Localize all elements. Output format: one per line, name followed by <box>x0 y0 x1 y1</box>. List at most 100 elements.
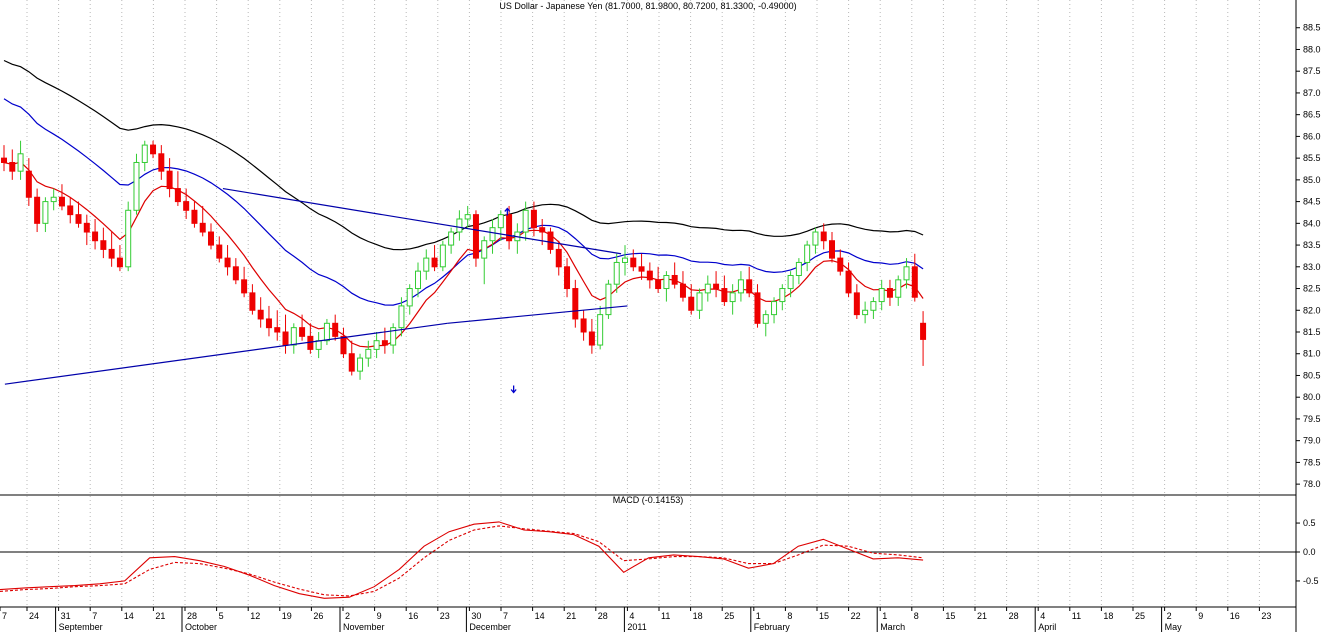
x-day-label: 23 <box>1261 611 1271 621</box>
candle-body <box>878 288 885 303</box>
x-axis: 7 24 31 7 14 21 28 5 12 19 26 2 9 16 23 30 7 14 21 28 4 11 18 2… <box>0 607 1271 632</box>
candle-body <box>50 196 57 203</box>
candle-body <box>249 292 256 311</box>
candle-body <box>199 222 206 233</box>
x-day-label: 1 <box>756 611 761 621</box>
candle-body <box>696 292 703 311</box>
candle-body <box>911 266 918 298</box>
candle-body <box>75 214 82 224</box>
x-day-label: 23 <box>440 611 450 621</box>
candle-body <box>597 314 604 346</box>
candle-body <box>713 283 720 290</box>
candle-body <box>241 279 248 294</box>
candle-body <box>373 340 380 350</box>
y-tick-label: 81.5 <box>1303 327 1321 337</box>
x-day-label: 26 <box>313 611 323 621</box>
candle-body <box>746 279 753 294</box>
candle-body <box>406 288 413 307</box>
candle-body <box>365 348 372 359</box>
x-day-label: 15 <box>819 611 829 621</box>
y-tick-label: 84.0 <box>1303 218 1321 228</box>
macd-y-tick-label: -0.5 <box>1303 576 1319 586</box>
candle-body <box>100 240 107 250</box>
candle-body <box>845 270 852 294</box>
candle-body <box>116 257 123 268</box>
x-day-label: 2 <box>1167 611 1172 621</box>
candle-body <box>34 196 41 224</box>
x-day-label: 8 <box>914 611 919 621</box>
x-day-label: 1 <box>882 611 887 621</box>
macd-signal-line <box>0 525 924 597</box>
candle-body <box>290 327 297 346</box>
candle-body <box>42 201 49 224</box>
macd-panel: -0.5 0.0 0.5 <box>0 518 1319 599</box>
candle-body <box>580 318 587 333</box>
candle-body <box>25 170 32 198</box>
x-day-label: 21 <box>566 611 576 621</box>
x-day-label: 22 <box>851 611 861 621</box>
x-day-label: 19 <box>282 611 292 621</box>
candle-body <box>274 327 281 333</box>
candle-body <box>191 209 198 224</box>
y-tick-label: 82.0 <box>1303 305 1321 315</box>
candle-body <box>903 266 910 281</box>
x-month-label: April <box>1038 622 1056 632</box>
candle-body <box>895 279 902 298</box>
candle-body <box>829 240 835 259</box>
x-day-label: 7 <box>503 611 508 621</box>
x-day-label: 30 <box>471 611 481 621</box>
y-tick-label: 87.0 <box>1303 88 1321 98</box>
candle-body <box>820 231 827 242</box>
candle-body <box>721 288 728 303</box>
x-day-label: 31 <box>61 611 71 621</box>
candle-body <box>837 257 844 272</box>
candle-body <box>141 144 148 163</box>
candle-body <box>795 261 802 276</box>
candle-body <box>920 322 927 340</box>
y-tick-label: 79.0 <box>1303 436 1321 446</box>
x-month-label: May <box>1165 622 1183 632</box>
y-tick-label: 85.5 <box>1303 153 1321 163</box>
x-day-label: 15 <box>945 611 955 621</box>
x-day-label: 4 <box>1040 611 1045 621</box>
candle-body <box>448 231 455 246</box>
candle-body <box>862 309 869 316</box>
candle-body <box>265 318 272 329</box>
candle-body <box>472 214 479 259</box>
y-tick-label: 86.5 <box>1303 110 1321 120</box>
candle-body <box>812 231 819 246</box>
panel-frames <box>0 0 1297 632</box>
macd-y-tick-label: 0.0 <box>1303 547 1316 557</box>
y-tick-label: 87.5 <box>1303 66 1321 76</box>
candle-body <box>431 257 438 268</box>
x-month-label: October <box>185 622 217 632</box>
candle-body <box>208 231 214 246</box>
candle-body <box>348 353 355 372</box>
candle-body <box>166 170 173 190</box>
candle-body <box>133 161 140 211</box>
x-month-label: December <box>469 622 511 632</box>
candle-body <box>547 231 554 250</box>
candle-body <box>622 257 628 263</box>
candle-body <box>381 340 388 346</box>
candle-body <box>779 288 786 303</box>
candle-body <box>539 227 546 233</box>
macd-y-tick-label: 0.5 <box>1303 518 1316 528</box>
candle-body <box>564 266 571 290</box>
candle-body <box>323 322 330 342</box>
x-day-label: 8 <box>787 611 792 621</box>
candle-body <box>762 314 769 324</box>
candle-body <box>1 157 7 163</box>
price-chart-title: US Dollar - Japanese Yen (81.7000, 81.98… <box>499 1 796 11</box>
x-day-label: 9 <box>377 611 382 621</box>
x-day-label: 2 <box>345 611 350 621</box>
x-day-label: 11 <box>1072 611 1081 621</box>
candle-body <box>522 209 529 233</box>
x-day-label: 12 <box>250 611 260 621</box>
candle-body <box>315 340 322 350</box>
ma-mid-line <box>3 98 924 306</box>
candle-body <box>489 227 496 242</box>
y-tick-label: 86.0 <box>1303 131 1321 141</box>
candle-body <box>58 196 65 207</box>
